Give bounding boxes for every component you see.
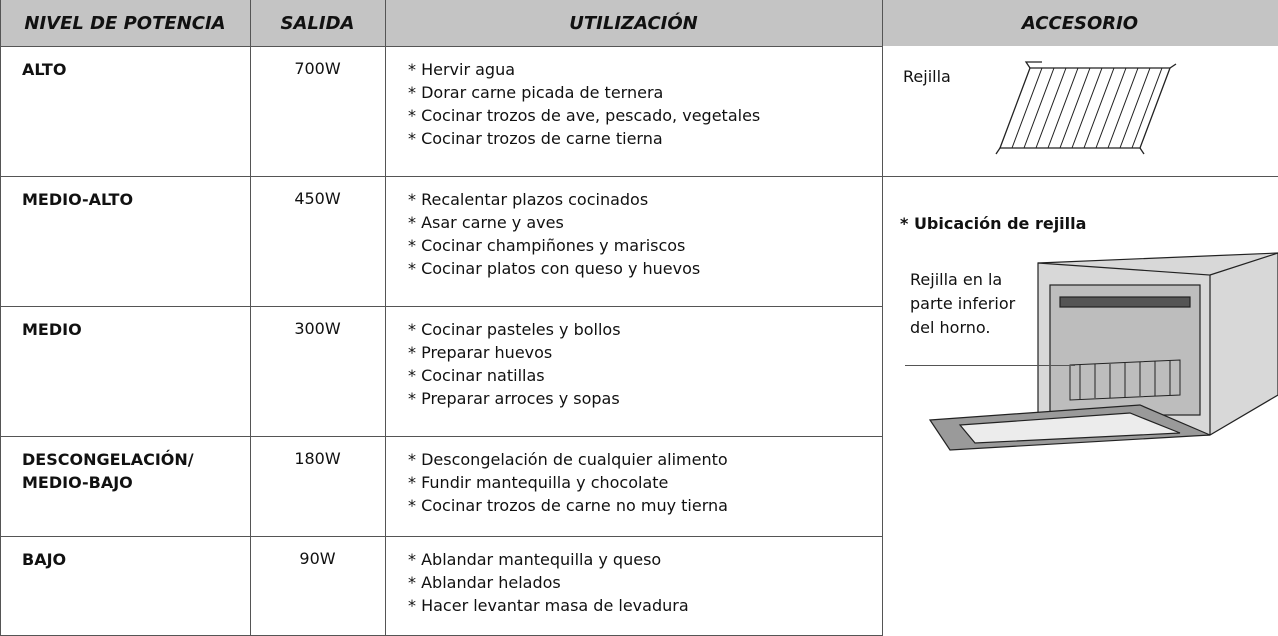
rack-drawing (995, 61, 1177, 155)
use-item: * Asar carne y aves (408, 213, 564, 232)
divider (882, 176, 1278, 177)
location-title: * Ubicación de rejilla (900, 214, 1087, 233)
use-item: * Cocinar trozos de carne no muy tierna (408, 496, 728, 515)
use-item: * Cocinar platos con queso y huevos (408, 259, 701, 278)
row-line (0, 436, 882, 437)
use-item: * Preparar huevos (408, 343, 553, 362)
use-item: * Preparar arroces y sopas (408, 389, 620, 408)
output: 90W (299, 549, 336, 568)
level: ALTO (22, 60, 67, 79)
header-cell: ACCESORIO (882, 0, 1278, 46)
use-item: * Hacer levantar masa de levadura (408, 596, 689, 615)
level: MEDIO (22, 320, 82, 339)
callout-line-text: del horno. (910, 318, 991, 337)
use-item: * Ablandar mantequilla y queso (408, 550, 662, 569)
use-item: * Dorar carne picada de ternera (408, 83, 664, 102)
callout-line (905, 365, 1075, 366)
output: 180W (294, 449, 341, 468)
use-item: * Fundir mantequilla y chocolate (408, 473, 669, 492)
use-item: * Cocinar natillas (408, 366, 545, 385)
use-item: * Recalentar plazos cocinados (408, 190, 649, 209)
oven-drawing (928, 252, 1278, 451)
accessory-label: Rejilla (903, 67, 951, 86)
level: DESCONGELACIÓN/ MEDIO-BAJO (22, 450, 194, 492)
use-item: * Cocinar trozos de carne tierna (408, 129, 663, 148)
row-line (0, 176, 882, 177)
callout-line-text: Rejilla en la (910, 270, 1003, 289)
col-line (0, 0, 1, 636)
callout: Rejilla en la parte inferior del horno. (908, 266, 1018, 342)
output: 450W (294, 189, 341, 208)
output: 300W (294, 319, 341, 338)
header-cell: UTILIZACIÓN (385, 0, 882, 46)
use-item: * Cocinar champiñones y mariscos (408, 236, 686, 255)
callout-line-text: parte inferior (910, 294, 1016, 313)
use-item: * Descongelación de cualquier alimento (408, 450, 728, 469)
use-item: * Cocinar pasteles y bollos (408, 320, 621, 339)
col-line (385, 0, 386, 636)
row-line (0, 306, 882, 307)
header-cell: SALIDA (250, 0, 385, 46)
level: MEDIO-ALTO (22, 190, 134, 209)
use-item: * Cocinar trozos de ave, pescado, vegeta… (408, 106, 761, 125)
col-line (882, 0, 883, 636)
row-line (0, 46, 882, 47)
output: 700W (294, 59, 341, 78)
row-line (0, 536, 882, 537)
use-item: * Hervir agua (408, 60, 516, 79)
header-cell: NIVEL DE POTENCIA (0, 0, 250, 46)
col-line (250, 0, 251, 636)
level: BAJO (22, 550, 67, 569)
use-item: * Ablandar helados (408, 573, 561, 592)
